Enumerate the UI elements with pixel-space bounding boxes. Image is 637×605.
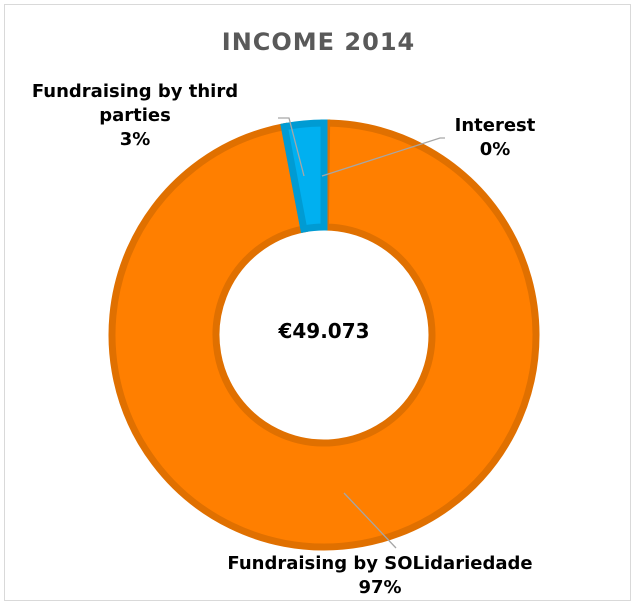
third-parties-name-line2: parties (99, 105, 171, 126)
interest-name: Interest (454, 115, 536, 136)
donut-slice-fundraising-by-solidariedade (108, 119, 540, 551)
solidariedade-name: Fundraising by SOLidariedade (227, 553, 533, 574)
data-label-solidariedade: Fundraising by SOLidariedade 97% (180, 552, 580, 600)
data-label-interest: Interest 0% (435, 114, 555, 162)
chart-title: INCOME 2014 (221, 28, 416, 56)
data-label-third-parties: Fundraising by third parties 3% (10, 80, 260, 152)
interest-percent: 0% (479, 139, 511, 160)
third-parties-percent: 3% (119, 129, 151, 150)
third-parties-name-line1: Fundraising by third (31, 81, 239, 102)
leader-line-third-parties (278, 117, 305, 177)
solidariedade-percent: 97% (358, 577, 402, 598)
leader-line-solidariedade (343, 492, 397, 549)
leader-line-interest (321, 137, 445, 177)
center-total-label: €49.073 (277, 319, 369, 343)
